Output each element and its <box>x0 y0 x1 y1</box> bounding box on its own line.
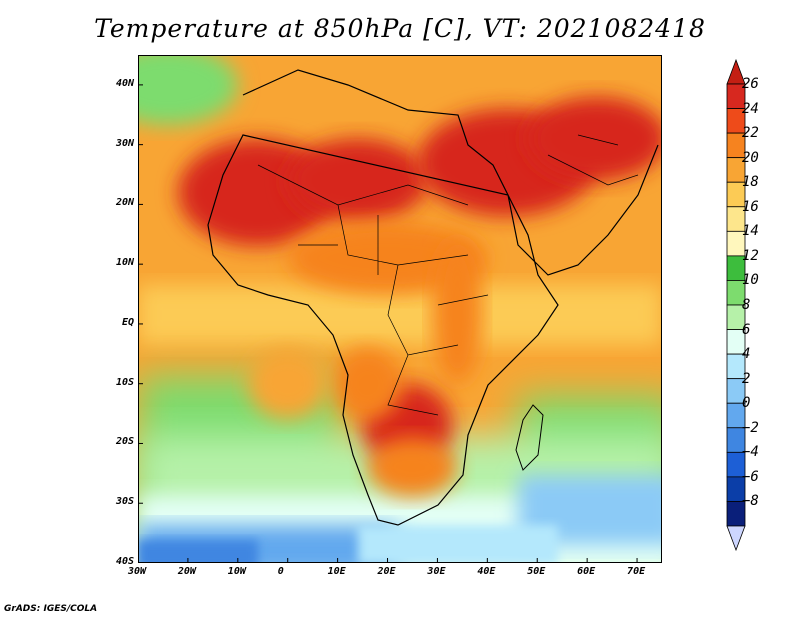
lat-tick-label: 30S <box>115 496 134 508</box>
temperature-map <box>138 55 662 563</box>
lat-tick-label: EQ <box>121 316 134 328</box>
lon-tick-label: 30E <box>427 566 446 577</box>
colorbar-label: 6 <box>742 321 751 338</box>
colorbar-label: 2 <box>742 370 751 387</box>
lat-tick-label: 20N <box>115 197 134 209</box>
field-sahara-central-hot <box>287 138 428 223</box>
colorbar-label: −6 <box>742 468 759 485</box>
lat-tick-label: 40S <box>115 556 134 567</box>
lat-tick-label: 40N <box>115 77 134 89</box>
colorbar-label: 4 <box>742 346 751 363</box>
colorbar <box>726 58 746 552</box>
colorbar-label: 12 <box>742 247 759 264</box>
lat-tick-label: 10S <box>115 376 134 388</box>
lon-tick-label: 0 <box>277 566 284 577</box>
field-angola-warm <box>332 347 403 420</box>
colorbar-label: 14 <box>742 223 759 240</box>
lon-tick-label: 20E <box>377 566 396 577</box>
colorbar-label: 22 <box>742 125 759 142</box>
lon-tick-label: 60E <box>577 566 596 577</box>
colorbar-label: 16 <box>742 198 759 215</box>
field-atlantic-south-warm <box>247 347 328 420</box>
colorbar-label: −2 <box>742 419 759 436</box>
lon-tick-label: 20W <box>177 566 196 577</box>
lon-tick-label: 10W <box>227 566 246 577</box>
temperature-field <box>138 55 662 563</box>
grads-credit: GrADS: IGES/COLA <box>4 604 98 614</box>
colorbar-label: 18 <box>742 174 759 191</box>
colorbar-label: −4 <box>742 444 759 461</box>
colorbar-bottom-arrow <box>726 525 746 552</box>
lat-tick-label: 20S <box>115 436 134 448</box>
map-frame <box>138 55 662 563</box>
country-borders <box>257 134 639 416</box>
lon-tick-label: 10E <box>327 566 346 577</box>
lat-tick-label: 30N <box>115 137 134 149</box>
field-iran-hot <box>527 96 662 181</box>
coastline <box>207 69 659 526</box>
map-title: Temperature at 850hPa [C], VT: 202108241… <box>94 14 706 43</box>
lon-tick-label: 40E <box>477 566 496 577</box>
field-eastafrica-warm <box>432 240 483 384</box>
colorbar-label: 0 <box>742 395 751 412</box>
field-kalahari-warm <box>367 437 458 498</box>
map-panel <box>138 55 662 563</box>
colorbar-label: −8 <box>742 493 759 510</box>
lon-tick-label: 30W <box>128 566 147 577</box>
colorbar-label: 20 <box>742 149 759 166</box>
colorbar-label: 26 <box>742 76 759 92</box>
lat-tick-label: 10N <box>115 257 134 269</box>
madagascar <box>515 404 544 471</box>
colorbar-label: 8 <box>742 297 751 313</box>
lon-tick-label: 50E <box>527 566 546 577</box>
colorbar-label: 10 <box>742 272 759 289</box>
lon-tick-label: 70E <box>627 566 646 577</box>
colorbar-label: 24 <box>742 100 759 117</box>
